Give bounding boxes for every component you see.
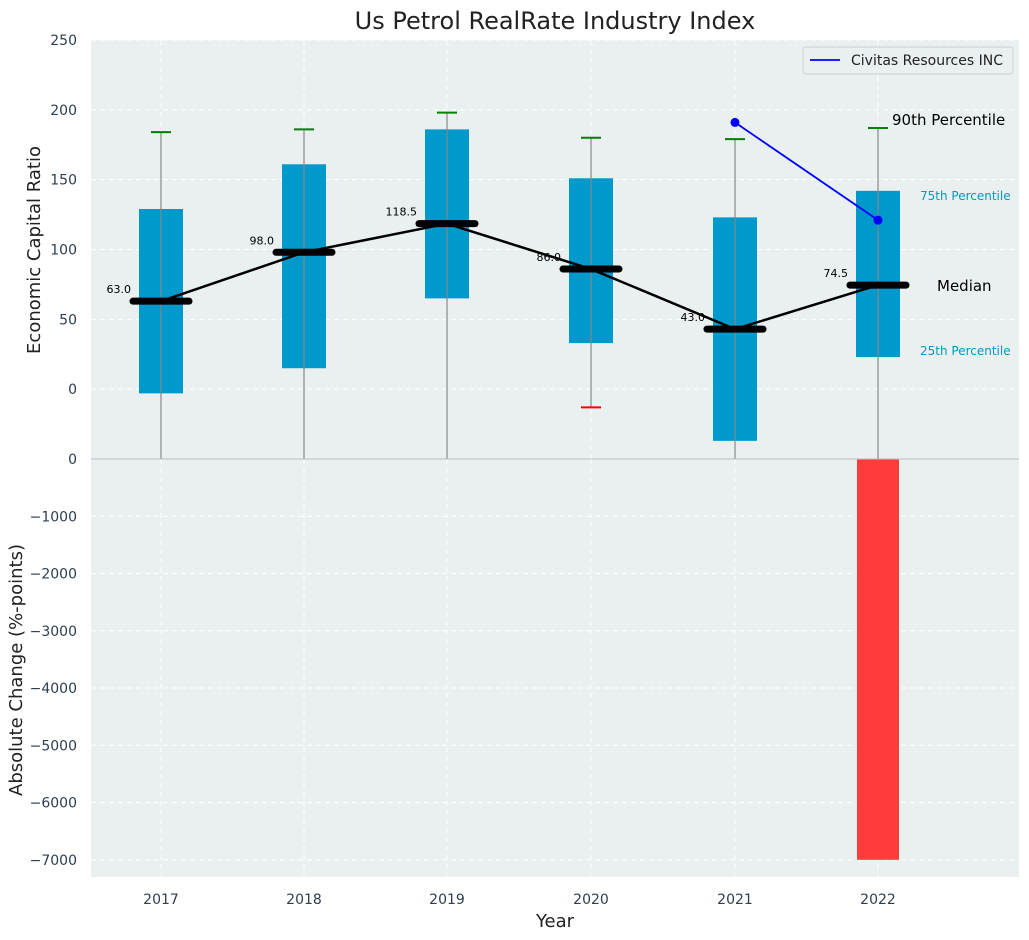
x-tick-label-2020: 2020	[573, 892, 609, 908]
top-panel-box-plot: 0 50 100 150 200 250 0 63.0 98.0 118.5 86.0 43.0 74.…	[50, 33, 1019, 468]
annotation-median: Median	[937, 277, 992, 295]
top-y-tick-label: 0	[68, 382, 77, 398]
legend: Civitas Resources INC	[802, 46, 1014, 75]
median-label-2018: 98.0	[250, 234, 275, 247]
median-label-2022: 74.5	[824, 267, 849, 280]
bottom-y-tick-label: −7000	[30, 853, 77, 869]
company-series-line	[734, 121, 879, 221]
company-point-2021	[730, 117, 740, 127]
legend-box	[802, 46, 1014, 75]
top-y-axis-label: Economic Capital Ratio	[24, 146, 45, 354]
median-label-2020: 86.0	[537, 251, 562, 264]
bottom-y-tick-label: −4000	[30, 681, 77, 697]
median-trend-line	[160, 222, 879, 331]
top-y-tick-label: 50	[59, 312, 77, 328]
x-tick-label-2021: 2021	[717, 892, 753, 908]
annotation-25th: 25th Percentile	[920, 344, 1011, 358]
bottom-y-tick-label: −5000	[30, 738, 77, 754]
bottom-y-axis-label: Absolute Change (%-points)	[6, 544, 27, 796]
bottom-y-tick-label: −1000	[30, 509, 77, 525]
median-label-2021: 43.0	[681, 311, 706, 324]
top-y-tick-label: 200	[50, 103, 77, 119]
x-axis-label: Year	[535, 911, 575, 932]
bottom-y-tick-label: −2000	[30, 567, 77, 583]
x-tick-label-2018: 2018	[286, 892, 322, 908]
legend-label: Civitas Resources INC	[851, 53, 1003, 69]
top-y-tick-label: 100	[50, 243, 77, 259]
bottom-y-tick-label: −3000	[30, 624, 77, 640]
top-y-tick-label: 0	[68, 452, 77, 468]
top-y-tick-label: 250	[50, 33, 77, 49]
bottom-panel-bar-chart: −1000 −2000 −3000 −4000 −5000 −6000 −7000 2017 2…	[30, 458, 1019, 908]
annotation-75th: 75th Percentile	[920, 189, 1011, 203]
annotation-90th: 90th Percentile	[892, 111, 1005, 129]
median-label-2017: 63.0	[107, 283, 132, 296]
top-y-tick-label: 150	[50, 173, 77, 189]
x-tick-label-2017: 2017	[143, 892, 179, 908]
change-bar-2022	[857, 459, 899, 860]
company-point-2022	[873, 215, 883, 225]
x-tick-label-2022: 2022	[860, 892, 896, 908]
chart-title: Us Petrol RealRate Industry Index	[355, 7, 756, 35]
x-tick-label-2019: 2019	[429, 892, 465, 908]
bottom-y-tick-label: −6000	[30, 796, 77, 812]
median-label-2019: 118.5	[386, 206, 418, 219]
